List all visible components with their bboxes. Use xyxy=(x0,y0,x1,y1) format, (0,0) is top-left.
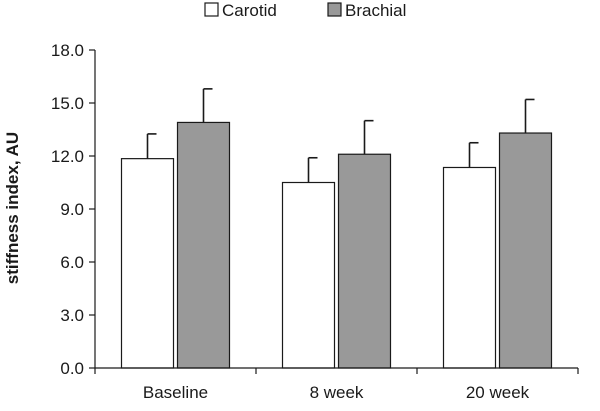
bar-brachial xyxy=(498,132,553,369)
legend-label-brachial: Brachial xyxy=(345,1,406,20)
y-axis: 0.0 3.0 6.0 9.0 12.0 15.0 18.0 xyxy=(51,41,96,378)
y-tick-label: 15.0 xyxy=(51,94,84,113)
x-tick-label: Baseline xyxy=(143,383,208,402)
y-axis-label: stiffness index, AU xyxy=(3,132,22,284)
y-tick-label: 6.0 xyxy=(60,253,84,272)
bar-carotid xyxy=(120,158,175,369)
y-tick-label: 18.0 xyxy=(51,41,84,60)
x-tick-label: 8 week xyxy=(310,383,364,402)
bar-brachial xyxy=(176,121,231,369)
bars xyxy=(120,121,553,369)
error-bars xyxy=(146,88,535,183)
legend-swatch-carotid xyxy=(204,2,219,17)
y-tick-label: 12.0 xyxy=(51,147,84,166)
y-tick-label: 9.0 xyxy=(60,200,84,219)
legend: Carotid Brachial xyxy=(204,1,406,20)
y-tick-label: 3.0 xyxy=(60,306,84,325)
bar-carotid xyxy=(442,166,497,369)
y-tick-label: 0.0 xyxy=(60,359,84,378)
x-axis: Baseline 8 week 20 week xyxy=(94,367,579,402)
legend-label-carotid: Carotid xyxy=(222,1,277,20)
bar-brachial xyxy=(337,153,392,369)
legend-swatch-brachial xyxy=(327,2,342,17)
x-tick-label: 20 week xyxy=(466,383,530,402)
bar-carotid xyxy=(281,181,336,369)
